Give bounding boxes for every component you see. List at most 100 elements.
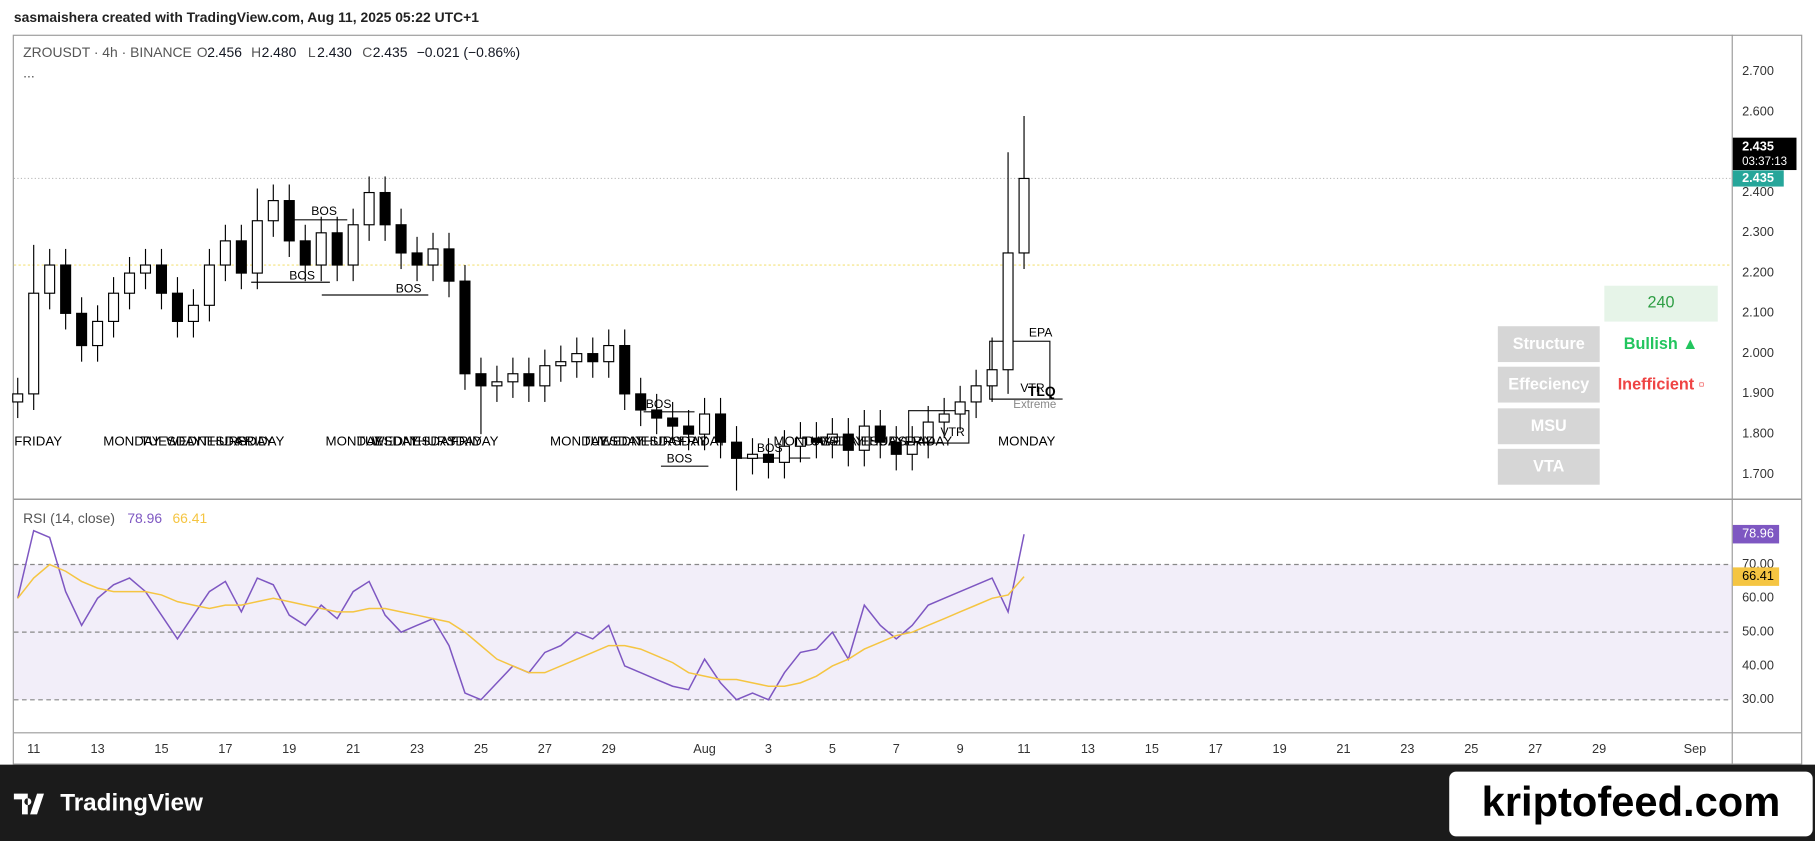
y-tick-label: 50.00 [1742,624,1774,639]
y-tick-label: 2.200 [1742,264,1774,279]
candle-body [219,240,231,266]
candle-body [171,292,183,322]
x-tick-label: 29 [1592,741,1606,756]
day-label: WEDNESDAY [600,433,685,448]
x-tick-label: 15 [1145,741,1159,756]
candle-body [1018,177,1030,254]
last-price-label: 2.435 [1742,138,1774,153]
o-label: O [197,44,208,60]
annotation: VTR [1020,381,1045,395]
day-label: FRIDAY [451,433,499,448]
rsi-value-box [1732,524,1780,544]
change: −0.021 (−0.86%) [417,44,520,60]
x-tick-label: 13 [1081,741,1095,756]
day-label: THURSDAY [861,433,933,448]
candle-body [555,361,567,367]
x-tick-label: 21 [346,741,360,756]
candle-body [283,200,295,242]
day-label: TUESDAY [357,433,419,448]
y-tick-label: 2.400 [1742,184,1774,199]
timeframe: 240 [1648,293,1675,311]
x-tick-label: 23 [410,741,424,756]
x-tick-label: 9 [957,741,964,756]
y-tick-label: 1.900 [1742,385,1774,400]
candle-body [986,369,998,387]
x-tick-label: 21 [1336,741,1350,756]
annotation: TLQ [1028,383,1056,399]
candle-body [778,445,790,463]
x-tick-label: 29 [602,741,616,756]
candle-body [619,344,631,395]
x-tick-label: 11 [1017,741,1030,756]
y-tick-label: 40.00 [1742,657,1774,672]
day-label: MONDAY [550,433,608,448]
annotation: BOS [289,269,315,283]
price-box [1732,170,1784,187]
watermark-box [1449,771,1813,837]
candle-body [12,393,24,403]
candle-body [746,453,759,459]
h-label: H [251,44,261,60]
logo[interactable]: TradingView [60,789,203,816]
more[interactable]: ... [23,65,35,81]
low: 2.430 [317,44,352,60]
candle-body [76,312,88,347]
candle-body [331,232,343,266]
candle-body [794,437,806,447]
annotation: EPA [1029,325,1053,339]
candle-body [315,232,327,266]
candle-body [267,200,279,222]
countdown: 03:37:13 [1742,156,1787,168]
open: 2.456 [207,44,242,60]
timeframe-box [1604,285,1718,322]
close: 2.435 [373,44,408,60]
x-tick-label: 5 [829,741,836,756]
vtr-box [908,410,970,444]
day-label: THURSDAY [410,433,482,448]
candle-body [395,224,407,254]
x-tick-label: 15 [154,741,168,756]
x-tick-label: 19 [282,741,296,756]
day-label: THURSDAY [635,433,707,448]
price-label: 2.435 [1742,170,1774,185]
efficiency-state: Inefficient ▫ [1618,376,1705,394]
day-label: TUESDAY [802,433,864,448]
candle-body [491,381,503,387]
candle-body [890,441,902,455]
candle-body [92,320,104,347]
day-label: MONDAY [773,433,831,448]
day-label: MONDAY [103,433,161,448]
candle-body [235,240,247,274]
candle-body [60,264,72,314]
candle-body [443,248,455,282]
y-tick-label: 2.100 [1742,305,1774,320]
c-label: C [362,44,372,60]
candle-body [411,252,423,266]
efficiency-label: Effeciency [1508,376,1589,394]
candle-body [651,409,663,419]
candle-body [203,264,215,306]
candle-body [507,373,519,383]
y-tick-label: 2.300 [1742,224,1774,239]
rsi-ma-value: 66.41 [172,510,207,526]
candle-body [187,304,199,322]
rsi-title: RSI (14, close) [23,510,115,526]
watermark: kriptofeed.com [1482,778,1781,825]
day-label: FRIDAY [679,433,727,448]
day-label: WEDNESDAY [372,433,457,448]
annotation: VTR [940,425,965,439]
candle-body [826,433,838,443]
candle-body [699,413,711,435]
day-label: MONDAY [998,433,1056,448]
day-label: TUESDAY [140,433,202,448]
y-tick-label: 60.00 [1742,590,1774,605]
x-tick-label: Sep [1684,741,1707,756]
day-label: FRIDAY [237,433,285,448]
candle-body [635,393,647,411]
annotation: Extreme [1013,399,1056,411]
x-tick-label: 7 [893,741,900,756]
day-label: FRIDAY [14,433,62,448]
x-tick-label: 13 [91,741,105,756]
candle-body [603,344,615,363]
